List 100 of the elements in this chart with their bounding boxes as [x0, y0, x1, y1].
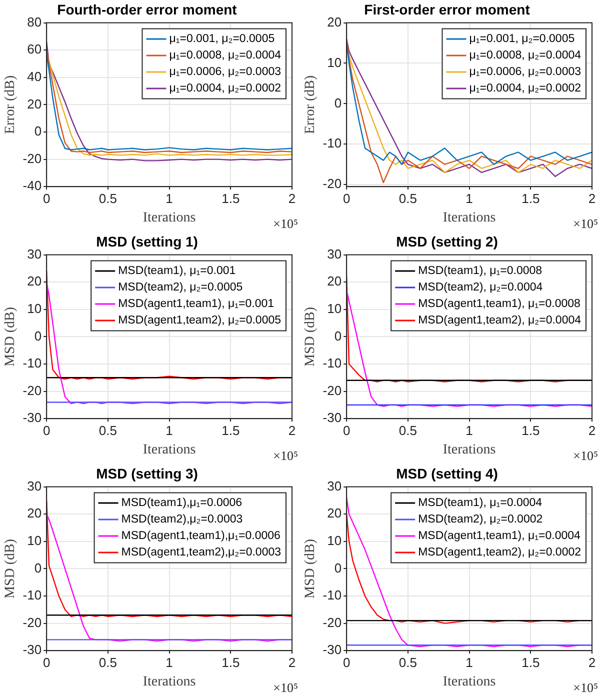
- x-axis-title: Iterations: [142, 442, 196, 458]
- y-tick-label: -30: [22, 410, 42, 426]
- y-tick-label: 30: [27, 246, 42, 262]
- y-tick-label: 40: [27, 68, 42, 84]
- y-tick-label: -20: [322, 382, 342, 398]
- y-axis-title: Error (dB): [3, 75, 18, 134]
- y-tick-label: 0: [334, 560, 342, 576]
- y-tick-label: -10: [22, 356, 42, 371]
- x-tick-label: 1.5: [522, 422, 540, 438]
- y-axis-title: MSD (dB): [303, 306, 318, 366]
- x-tick-label: 1.5: [222, 422, 240, 438]
- x-tick-label: 2: [288, 190, 296, 206]
- y-tick-label: 60: [27, 42, 42, 57]
- y-tick-label: 10: [27, 300, 42, 316]
- x-tick-label: 2: [288, 654, 296, 670]
- y-tick-label: 20: [27, 96, 42, 112]
- y-tick-label: 10: [327, 300, 342, 316]
- legend-label: μ₁=0.0008, μ₂=0.0004: [169, 50, 282, 62]
- y-tick-label: 30: [327, 246, 342, 262]
- x-tick-label: 0.5: [398, 422, 417, 438]
- x-axis-title: Iterations: [442, 210, 496, 226]
- legend-label: μ₁=0.0006, μ₂=0.0003: [469, 66, 581, 78]
- y-tick-label: -10: [322, 356, 342, 371]
- legend-label: MSD(team1), μ₁=0.001: [118, 265, 236, 278]
- x-tick-label: 1: [166, 654, 173, 670]
- legend-label: MSD(agent1,team2), μ₂=0.0005: [118, 314, 282, 327]
- y-tick-label: -20: [22, 382, 42, 398]
- x-tick-label: 0.5: [398, 654, 417, 670]
- legend-label: MSD(agent1,team2), μ₂=0.0004: [418, 314, 582, 327]
- legend-label: MSD(team1), μ₁=0.0004: [418, 497, 543, 510]
- y-tick-label: -10: [322, 136, 342, 151]
- legend-label: μ₁=0.0004, μ₂=0.0002: [469, 82, 581, 95]
- y-tick-label: 20: [27, 274, 42, 289]
- x-tick-label: 2: [588, 190, 596, 206]
- chart-title: MSD (setting 3): [96, 465, 198, 482]
- y-tick-label: -20: [22, 150, 42, 166]
- y-tick-label: 30: [27, 478, 42, 494]
- x-axis-title: Iterations: [442, 674, 496, 690]
- x-axis-title: Iterations: [142, 210, 196, 226]
- text: ×10⁵: [573, 216, 598, 231]
- legend-label: MSD(agent1,team2),μ₂=0.0003: [121, 546, 282, 559]
- legend-label: μ₁=0.001, μ₂=0.0005: [469, 33, 575, 46]
- x-axis-title: Iterations: [142, 674, 196, 690]
- legend-label: MSD(agent1,team1),μ₁=0.0006: [121, 530, 280, 542]
- legend-label: MSD(agent1,team1), μ₁=0.0004: [418, 530, 582, 542]
- x-tick-label: 1.5: [222, 654, 240, 670]
- legend-label: MSD(team1), μ₁=0.0008: [418, 265, 542, 278]
- chart-title: First-order error moment: [364, 1, 530, 18]
- x-tick-label: 2: [588, 654, 596, 670]
- legend-label: MSD(agent1,team1), μ₁=0.0008: [418, 298, 580, 310]
- chart-title: Fourth-order error moment: [57, 1, 238, 18]
- legend-label: μ₁=0.001, μ₂=0.0005: [169, 33, 275, 46]
- legend-label: MSD(agent1,team2), μ₂=0.0002: [418, 546, 582, 559]
- x-tick-label: 0.5: [398, 190, 417, 206]
- x-tick-label: 1: [166, 190, 173, 206]
- x-tick-label: 1: [466, 190, 473, 206]
- text: ×10⁵: [273, 216, 298, 231]
- legend-label: μ₁=0.0004, μ₂=0.0002: [169, 82, 281, 95]
- y-tick-label: 20: [327, 506, 342, 521]
- legend-label: μ₁=0.0006, μ₂=0.0003: [169, 66, 281, 78]
- x-tick-label: 2: [288, 422, 296, 438]
- x-tick-label: 0.5: [98, 654, 117, 670]
- x-tick-label: 1: [166, 422, 173, 438]
- y-axis-title: MSD (dB): [3, 538, 18, 598]
- y-tick-label: -30: [22, 642, 42, 658]
- y-tick-label: -30: [322, 642, 342, 658]
- text: ×10⁵: [573, 448, 598, 463]
- x-tick-label: 1.5: [222, 190, 240, 206]
- y-tick-label: 10: [327, 532, 342, 548]
- legend-label: MSD(team2), μ₂=0.0002: [418, 514, 543, 526]
- y-tick-label: 0: [34, 560, 42, 576]
- y-tick-label: -10: [322, 588, 342, 603]
- y-tick-label: -20: [322, 176, 342, 192]
- y-axis-title: MSD (dB): [303, 538, 318, 598]
- y-tick-label: -20: [322, 614, 342, 630]
- x-axis-title: Iterations: [442, 442, 496, 458]
- y-tick-label: 0: [334, 328, 342, 344]
- x-tick-label: 1: [466, 654, 473, 670]
- text: ×10⁵: [273, 680, 298, 695]
- y-tick-label: -30: [322, 410, 342, 426]
- chart-title: MSD (setting 2): [396, 233, 498, 250]
- y-tick-label: -40: [22, 178, 42, 194]
- chart-title: MSD (setting 4): [396, 465, 498, 482]
- y-tick-label: 0: [34, 328, 42, 344]
- y-tick-label: 0: [334, 95, 342, 110]
- legend-label: MSD(agent1,team1), μ₁=0.001: [118, 298, 274, 310]
- x-tick-label: 0.5: [98, 422, 117, 438]
- y-tick-label: 20: [327, 274, 342, 289]
- legend-label: MSD(team2), μ₂=0.0004: [418, 282, 544, 294]
- y-tick-label: 20: [27, 506, 42, 521]
- y-tick-label: 20: [327, 14, 342, 30]
- legend-label: MSD(team1),μ₁=0.0006: [121, 497, 242, 510]
- y-tick-label: 10: [327, 54, 342, 70]
- y-tick-label: 10: [27, 532, 42, 548]
- chart-title: MSD (setting 1): [96, 233, 198, 250]
- x-tick-label: 1.5: [522, 190, 540, 206]
- x-tick-label: 0.5: [98, 190, 117, 206]
- text: ×10⁵: [573, 680, 598, 695]
- legend-label: MSD(team2),μ₂=0.0003: [121, 514, 243, 526]
- y-axis-title: MSD (dB): [3, 306, 18, 366]
